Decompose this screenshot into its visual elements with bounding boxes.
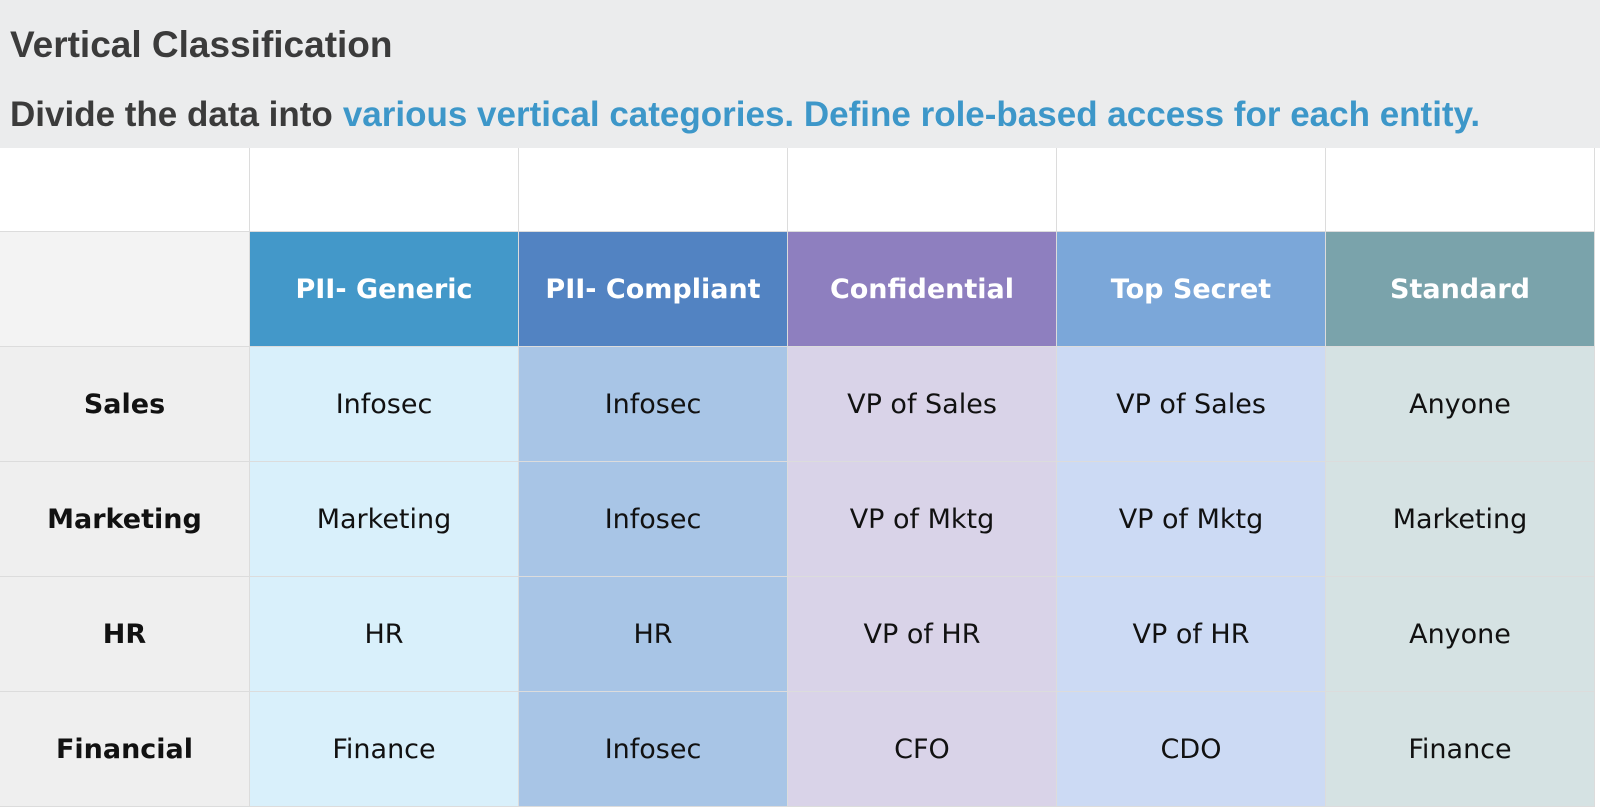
table-cell: Finance bbox=[250, 692, 519, 807]
table-cell: CDO bbox=[1057, 692, 1326, 807]
row-label: Marketing bbox=[0, 462, 250, 577]
row-label: Sales bbox=[0, 347, 250, 462]
table-cell: HR bbox=[250, 577, 519, 692]
spacer-cell bbox=[250, 148, 519, 232]
table-cell: Finance bbox=[1326, 692, 1595, 807]
column-header: PII- Generic bbox=[250, 232, 519, 347]
table-cell: Infosec bbox=[250, 347, 519, 462]
table-cell: Infosec bbox=[519, 692, 788, 807]
table-cell: VP of Mktg bbox=[1057, 462, 1326, 577]
column-header: Standard bbox=[1326, 232, 1595, 347]
table-cell: VP of Mktg bbox=[788, 462, 1057, 577]
corner-cell bbox=[0, 232, 250, 347]
spacer-cell bbox=[0, 148, 250, 232]
table-cell: Marketing bbox=[250, 462, 519, 577]
table-cell: VP of Sales bbox=[1057, 347, 1326, 462]
table-cell: CFO bbox=[788, 692, 1057, 807]
spacer-cell bbox=[788, 148, 1057, 232]
table-cell: VP of HR bbox=[1057, 577, 1326, 692]
column-header: Confidential bbox=[788, 232, 1057, 347]
table-cell: Anyone bbox=[1326, 577, 1595, 692]
table-cell: Anyone bbox=[1326, 347, 1595, 462]
table-cell: HR bbox=[519, 577, 788, 692]
spacer-cell bbox=[1326, 148, 1595, 232]
spacer-cell bbox=[519, 148, 788, 232]
table: PII- Generic PII- Compliant Confidential To… bbox=[0, 148, 1595, 807]
title: Vertical Classification bbox=[10, 24, 393, 65]
row-label: HR bbox=[0, 577, 250, 692]
subtitle: Divide the data into various vertical cat… bbox=[10, 95, 1480, 135]
row-label: Financial bbox=[0, 692, 250, 807]
column-header: Top Secret bbox=[1057, 232, 1326, 347]
table-cell: Marketing bbox=[1326, 462, 1595, 577]
subtitle-lead: Divide the data into bbox=[10, 95, 333, 134]
table-cell: VP of HR bbox=[788, 577, 1057, 692]
header: Vertical Classification Divide the data … bbox=[0, 0, 1600, 148]
table-cell: Infosec bbox=[519, 462, 788, 577]
subtitle-highlight: various vertical categories. Define role… bbox=[342, 95, 1481, 134]
column-header: PII- Compliant bbox=[519, 232, 788, 347]
table-cell: VP of Sales bbox=[788, 347, 1057, 462]
table-cell: Infosec bbox=[519, 347, 788, 462]
spacer-cell bbox=[1057, 148, 1326, 232]
